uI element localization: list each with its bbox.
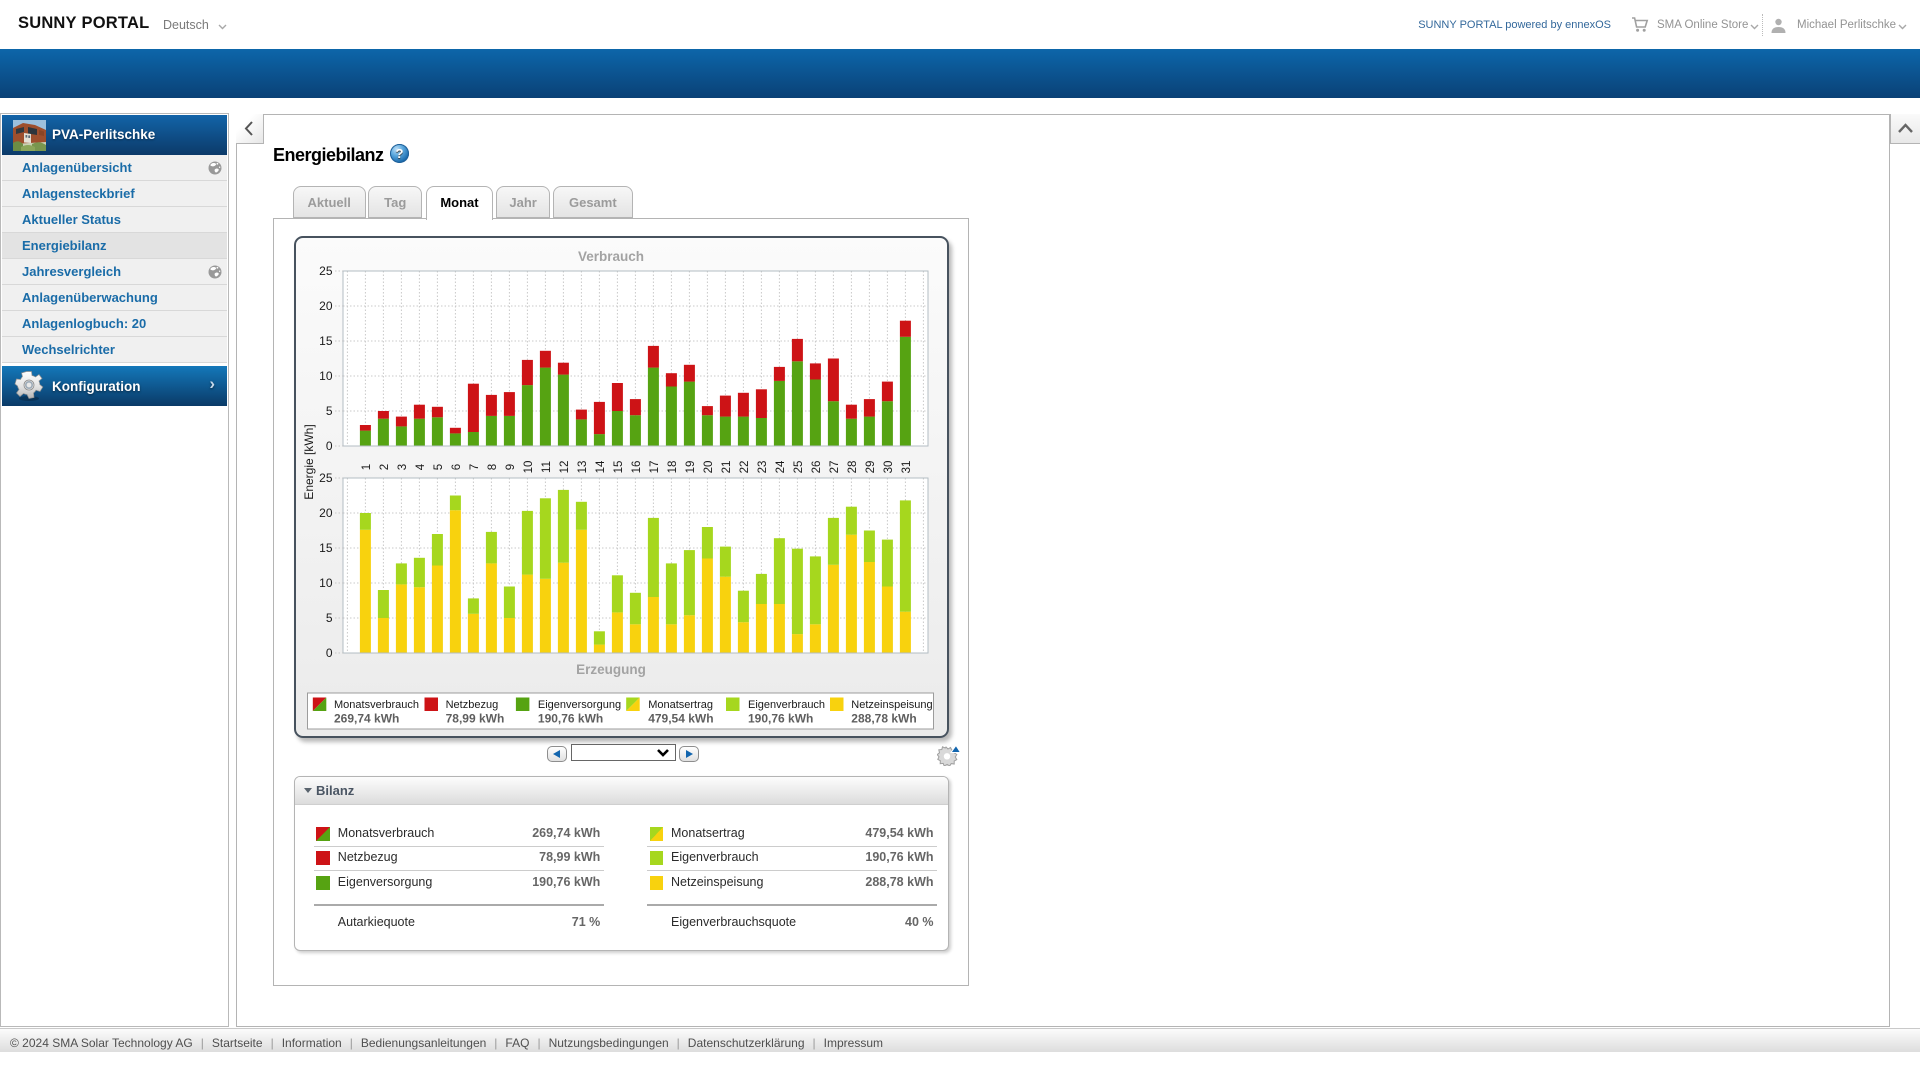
svg-text:17: 17 <box>649 461 661 474</box>
svg-text:5: 5 <box>326 611 333 625</box>
svg-text:13: 13 <box>577 461 589 474</box>
svg-text:190,76 kWh: 190,76 kWh <box>748 712 813 726</box>
svg-text:Monatsverbrauch: Monatsverbrauch <box>334 699 419 711</box>
svg-text:0: 0 <box>326 646 333 660</box>
svg-text:29: 29 <box>865 461 877 474</box>
svg-text:Eigenverbrauch: Eigenverbrauch <box>748 699 825 711</box>
svg-text:5: 5 <box>433 464 445 470</box>
svg-text:5: 5 <box>326 404 333 418</box>
svg-text:15: 15 <box>319 334 333 348</box>
svg-text:16: 16 <box>631 461 643 474</box>
svg-text:288,78 kWh: 288,78 kWh <box>851 712 916 726</box>
svg-text:6: 6 <box>451 464 463 470</box>
svg-text:28: 28 <box>847 461 859 474</box>
svg-text:0: 0 <box>326 439 333 453</box>
svg-text:19: 19 <box>685 461 697 474</box>
svg-text:Netzbezug: Netzbezug <box>446 699 499 711</box>
svg-text:12: 12 <box>559 461 571 474</box>
svg-text:Eigenversorgung: Eigenversorgung <box>538 699 621 711</box>
svg-text:25: 25 <box>319 471 333 485</box>
svg-text:10: 10 <box>319 576 333 590</box>
svg-text:Verbrauch: Verbrauch <box>578 249 644 264</box>
svg-text:4: 4 <box>415 463 427 470</box>
svg-text:31: 31 <box>901 461 913 474</box>
svg-text:8: 8 <box>487 464 499 470</box>
svg-text:Monatsertrag: Monatsertrag <box>648 699 713 711</box>
svg-text:25: 25 <box>319 264 333 278</box>
svg-text:Netzeinspeisung: Netzeinspeisung <box>851 699 932 711</box>
svg-text:23: 23 <box>757 461 769 474</box>
svg-text:25: 25 <box>793 461 805 474</box>
svg-text:190,76 kWh: 190,76 kWh <box>538 712 603 726</box>
svg-text:Erzeugung: Erzeugung <box>576 662 646 677</box>
svg-text:27: 27 <box>829 461 841 474</box>
svg-text:20: 20 <box>703 461 715 474</box>
svg-text:7: 7 <box>469 464 481 470</box>
svg-text:24: 24 <box>775 460 787 473</box>
svg-text:20: 20 <box>319 299 333 313</box>
svg-text:21: 21 <box>721 461 733 474</box>
svg-text:269,74 kWh: 269,74 kWh <box>334 712 399 726</box>
svg-text:1: 1 <box>361 464 373 470</box>
svg-text:2: 2 <box>379 464 391 470</box>
svg-text:20: 20 <box>319 506 333 520</box>
svg-text:10: 10 <box>319 369 333 383</box>
svg-text:78,99 kWh: 78,99 kWh <box>446 712 505 726</box>
svg-text:18: 18 <box>667 461 679 474</box>
svg-text:14: 14 <box>595 460 607 473</box>
svg-text:Energie [kWh]: Energie [kWh] <box>302 424 316 499</box>
svg-text:479,54 kWh: 479,54 kWh <box>648 712 713 726</box>
svg-text:26: 26 <box>811 461 823 474</box>
svg-text:9: 9 <box>505 464 517 470</box>
svg-text:11: 11 <box>541 461 553 473</box>
svg-text:22: 22 <box>739 461 751 474</box>
svg-text:15: 15 <box>613 461 625 474</box>
svg-text:10: 10 <box>523 461 535 474</box>
svg-text:3: 3 <box>397 464 409 470</box>
svg-text:15: 15 <box>319 541 333 555</box>
svg-text:30: 30 <box>883 461 895 474</box>
